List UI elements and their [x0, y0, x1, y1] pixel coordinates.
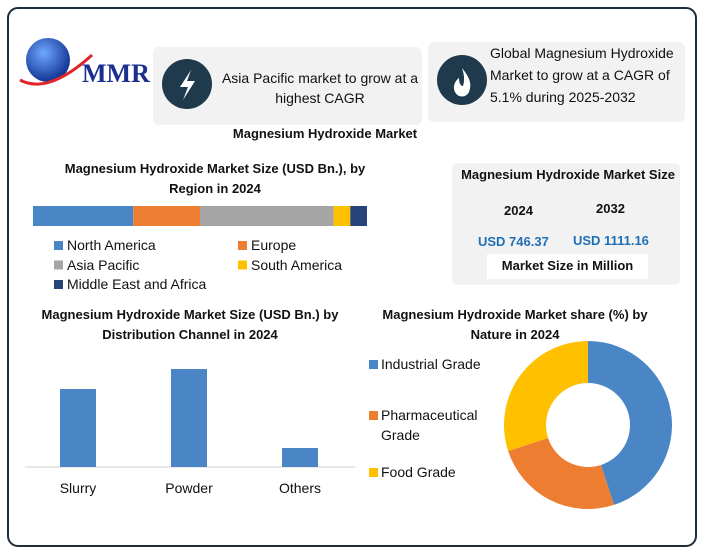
x-tick-label: Powder	[165, 480, 213, 496]
card	[428, 42, 685, 122]
bar-segment	[33, 206, 134, 226]
legend-swatch	[238, 241, 247, 250]
size-value: USD 1111.16	[573, 233, 649, 248]
legend-label: South America	[251, 256, 343, 273]
legend-label: Asia Pacific	[67, 256, 140, 273]
main-title: Magnesium Hydroxide Market	[232, 126, 418, 141]
legend-swatch	[54, 260, 63, 270]
legend-label: Food Grade	[381, 464, 456, 480]
legend-swatch	[369, 360, 378, 369]
icon	[437, 55, 487, 105]
legend-swatch	[238, 260, 247, 270]
legend-swatch	[54, 241, 63, 250]
footer-text: Market Size in Million	[501, 258, 634, 273]
size-value: USD 746.37	[478, 234, 549, 249]
bar-segment	[200, 206, 334, 226]
chart-title: Magnesium Hydroxide Market Size (USD Bn.…	[64, 161, 366, 196]
bar	[60, 389, 96, 467]
bar-segment	[133, 206, 200, 226]
legend-label: North America	[67, 237, 156, 253]
bar-segment	[350, 206, 367, 226]
chart-title: Magnesium Hydroxide Market Size (USD Bn.…	[41, 307, 339, 342]
legend-label: Industrial Grade	[381, 356, 481, 372]
card-text: Global Magnesium Hydroxide Market to gro…	[490, 45, 674, 105]
card	[153, 47, 422, 125]
bar	[282, 448, 318, 467]
logo-swoosh	[19, 53, 94, 86]
card-title: Magnesium Hydroxide Market Size	[461, 167, 675, 182]
year: 2024	[504, 203, 533, 218]
legend-label: Pharmaceutical Grade	[381, 407, 478, 443]
x-tick-label: Slurry	[59, 480, 97, 496]
logo-globe	[26, 38, 70, 82]
bolt	[180, 70, 195, 100]
legend-label: Europe	[251, 237, 297, 253]
year: 2032	[596, 201, 625, 216]
legend-swatch	[54, 280, 63, 289]
chart-title: Magnesium Hydroxide Market share (%) by …	[382, 307, 648, 342]
donut-slice	[504, 340, 588, 451]
card-text: Asia Pacific market to grow at a highest…	[221, 70, 419, 106]
bar	[171, 369, 207, 467]
logo-text: MMR	[82, 59, 150, 88]
legend-label: Middle East and Africa	[67, 276, 207, 292]
x-tick-label: Others	[278, 480, 321, 496]
donut-slice	[508, 437, 614, 509]
donut-slice	[588, 341, 672, 505]
bar-segment	[333, 206, 351, 226]
flame	[453, 68, 471, 97]
legend-swatch	[369, 411, 378, 420]
footer-box	[487, 254, 648, 279]
legend-swatch	[369, 468, 378, 477]
